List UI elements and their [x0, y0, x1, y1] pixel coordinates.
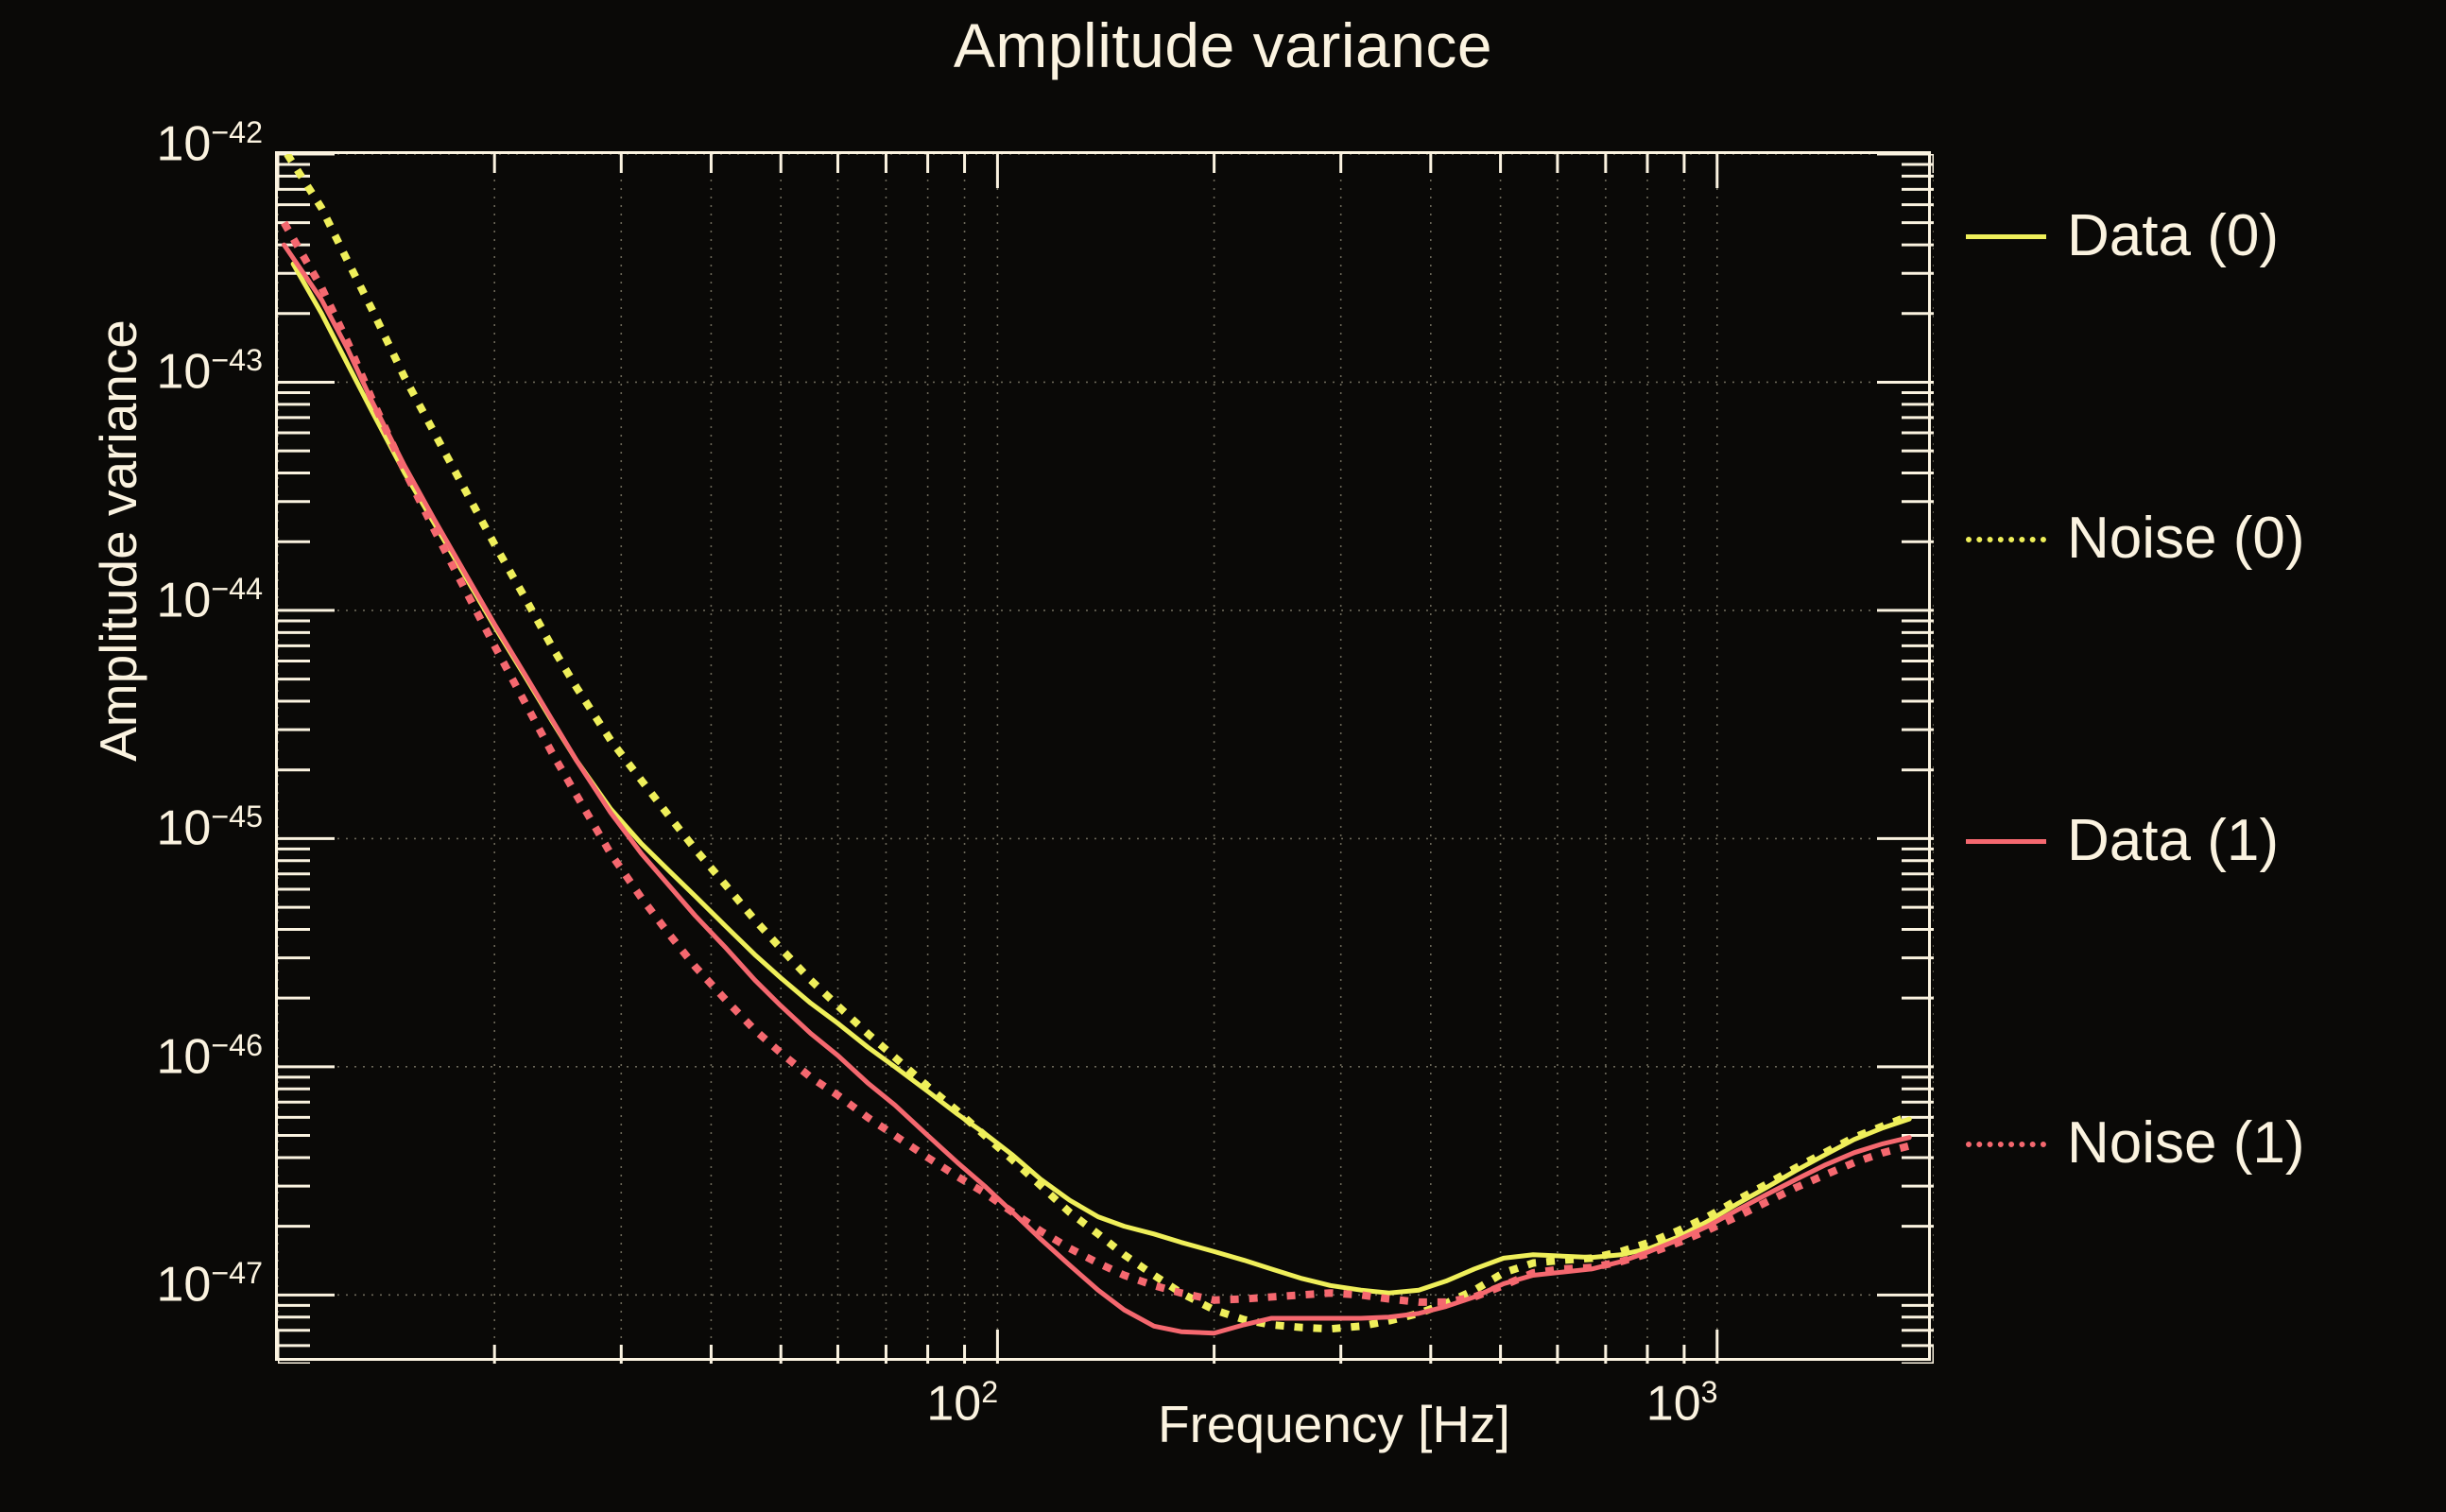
- series-line-1: [284, 154, 1911, 1333]
- legend-swatch-icon: [1966, 829, 2046, 853]
- x-axis-title: Frequency [Hz]: [1158, 1395, 1510, 1453]
- y-tick-label: 10−45: [156, 799, 263, 856]
- legend-swatch-icon: [1966, 224, 2046, 249]
- legend-swatch-icon: [1966, 1131, 2046, 1156]
- y-tick-label: 10−43: [156, 343, 263, 400]
- legend-item-1[interactable]: Noise (0): [1966, 501, 2305, 576]
- series-line-3: [281, 220, 1911, 1306]
- gridlines: [278, 154, 1934, 1364]
- axis-ticks: [278, 154, 1934, 1364]
- legend-item-2[interactable]: Data (1): [1966, 803, 2279, 879]
- legend-label: Data (0): [2067, 203, 2279, 268]
- series-group: [281, 154, 1912, 1336]
- legend: Data (0) Noise (0) Data (1) Noise (1): [1966, 198, 2438, 1295]
- legend-label: Noise (0): [2067, 506, 2305, 571]
- series-line-2: [282, 242, 1912, 1336]
- x-tick-label: 103: [1645, 1375, 1718, 1432]
- y-axis-title: Amplitude variance: [89, 319, 147, 762]
- legend-label: Data (1): [2067, 808, 2279, 873]
- y-tick-label: 10−47: [156, 1256, 263, 1313]
- y-tick-label: 10−46: [156, 1027, 263, 1085]
- legend-item-0[interactable]: Data (0): [1966, 198, 2279, 274]
- plot-svg: [278, 154, 1934, 1364]
- plot-area: [275, 151, 1934, 1364]
- series-line-0: [290, 261, 1912, 1296]
- legend-item-3[interactable]: Noise (1): [1966, 1106, 2305, 1181]
- y-tick-label: 10−44: [156, 571, 263, 628]
- y-tick-label: 10−42: [156, 115, 263, 172]
- page-title: Amplitude variance: [953, 10, 1493, 80]
- legend-label: Noise (1): [2067, 1110, 2305, 1176]
- legend-swatch-icon: [1966, 526, 2046, 551]
- x-tick-label: 102: [926, 1375, 999, 1432]
